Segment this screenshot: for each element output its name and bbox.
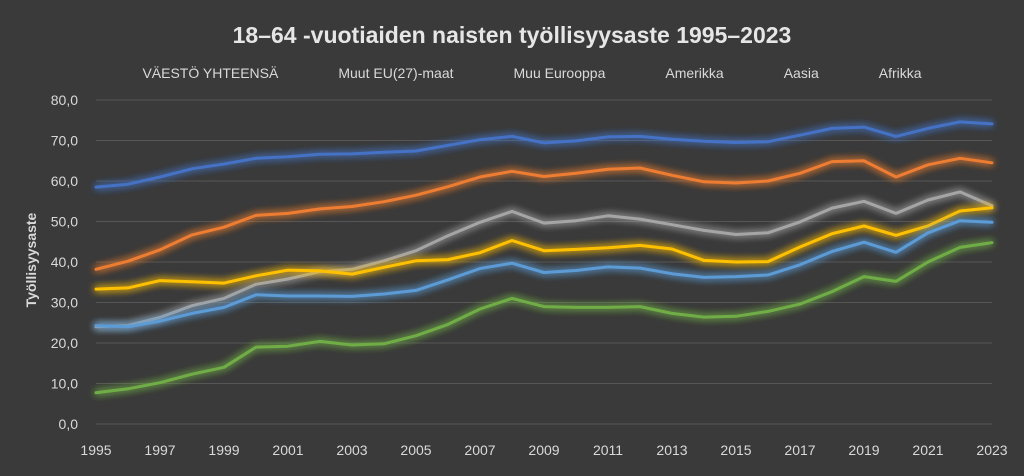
x-tick-label: 2009 [528, 442, 559, 458]
series-line [94, 206, 994, 291]
chart-title: 18–64 -vuotiaiden naisten työllisyysaste… [233, 22, 792, 48]
x-tick-label: 2011 [593, 442, 623, 458]
chart-legend: VÄESTÖ YHTEENSÄ Muut EU(27)-maat Muu Euroo… [102, 64, 922, 81]
y-tick-label: 50,0 [51, 214, 78, 230]
x-tick-label: 2017 [784, 442, 815, 458]
legend-label: Muu Eurooppa [514, 65, 606, 81]
legend-label: Afrikka [879, 65, 922, 81]
x-tick-label: 1995 [80, 442, 111, 458]
y-tick-label: 80,0 [51, 92, 78, 108]
y-tick-label: 70,0 [51, 133, 78, 149]
series-line [94, 120, 994, 189]
x-tick-label: 2015 [720, 442, 751, 458]
series-line [94, 241, 994, 395]
x-tick-label: 2001 [272, 442, 303, 458]
legend-label: Muut EU(27)-maat [338, 65, 453, 81]
x-axis-ticks: 1995 1997 1999 2001 2003 2005 2007 2009 2011 2013… [80, 442, 1007, 458]
x-tick-label: 2013 [656, 442, 687, 458]
y-tick-label: 0,0 [59, 416, 79, 432]
series-line [94, 219, 994, 329]
legend-label: VÄESTÖ YHTEENSÄ [142, 64, 279, 81]
legend-item: Afrikka [838, 65, 922, 81]
legend-item: Muut EU(27)-maat [298, 65, 454, 81]
legend-label: Aasia [784, 65, 819, 81]
legend-item: Muu Eurooppa [473, 65, 606, 81]
y-axis-ticks: 0,0 10,0 20,0 30,0 40,0 50,0 60,0 70,0 80,0 [51, 92, 78, 432]
x-tick-label: 2023 [976, 442, 1007, 458]
x-tick-label: 1997 [144, 442, 175, 458]
x-tick-label: 2021 [912, 442, 943, 458]
x-tick-label: 2003 [336, 442, 367, 458]
chart-gridlines [96, 99, 992, 425]
x-tick-label: 2005 [400, 442, 431, 458]
x-tick-label: 2019 [848, 442, 879, 458]
legend-item: Aasia [743, 65, 819, 81]
y-tick-label: 20,0 [51, 335, 78, 351]
x-tick-label: 1999 [208, 442, 239, 458]
legend-label: Amerikka [665, 65, 724, 81]
x-tick-label: 2007 [464, 442, 495, 458]
legend-item: Amerikka [625, 65, 724, 81]
y-tick-label: 60,0 [51, 173, 78, 189]
y-tick-label: 10,0 [51, 376, 78, 392]
legend-item: VÄESTÖ YHTEENSÄ [102, 64, 279, 81]
series-line [94, 156, 994, 271]
series-line [94, 190, 994, 329]
y-tick-label: 30,0 [51, 295, 78, 311]
chart-series [94, 120, 994, 395]
y-axis-label: Työllisyysaste [23, 212, 39, 307]
y-tick-label: 40,0 [51, 254, 78, 270]
